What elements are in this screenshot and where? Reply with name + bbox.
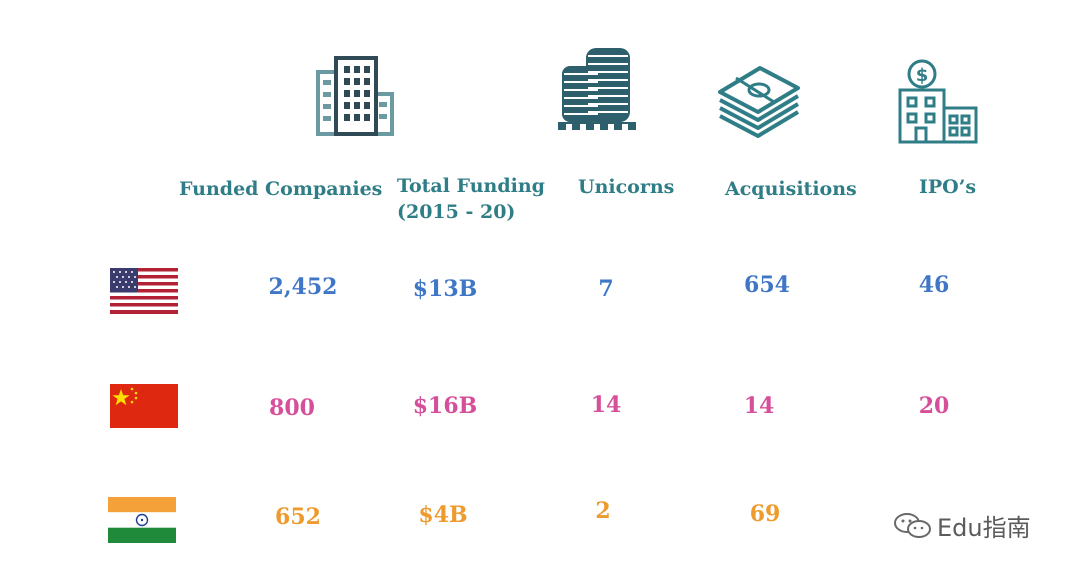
money-stack-icon <box>718 66 800 138</box>
cn-ipos: 20 <box>918 393 950 419</box>
cn-funded-companies: 800 <box>269 395 315 421</box>
us-funded-companies: 2,452 <box>268 274 338 300</box>
india-flag-icon <box>108 497 176 543</box>
in-total-funding: $4B <box>418 502 468 528</box>
header-acquisitions: Acquisitions <box>725 178 857 200</box>
cn-total-funding: $16B <box>412 393 478 419</box>
chat-bubbles-icon <box>894 512 931 538</box>
twin-towers-icon <box>558 48 636 130</box>
in-acquisitions: 69 <box>749 501 781 527</box>
header-ipos: IPO’s <box>919 176 977 198</box>
watermark-text: Edu指南 <box>937 514 1031 542</box>
in-funded-companies: 652 <box>275 504 321 530</box>
svg-text:$: $ <box>916 65 929 86</box>
cn-unicorns: 14 <box>590 392 622 418</box>
in-unicorns: 2 <box>595 498 611 524</box>
header-total-funding: Total Funding (2015 - 20) <box>397 173 545 225</box>
china-flag-icon <box>110 384 178 428</box>
us-acquisitions: 654 <box>744 272 790 298</box>
us-total-funding: $13B <box>412 276 478 302</box>
cn-acquisitions: 14 <box>743 393 775 419</box>
bank-dollar-icon: $ <box>898 59 978 144</box>
us-ipos: 46 <box>918 272 950 298</box>
header-total-funding-line1: Total Funding <box>397 175 545 197</box>
us-flag-icon <box>110 268 178 314</box>
header-unicorns: Unicorns <box>578 176 675 198</box>
us-unicorns: 7 <box>598 276 614 302</box>
office-building-icon <box>316 56 394 136</box>
watermark: Edu指南 <box>893 508 1031 543</box>
header-funded-companies: Funded Companies <box>179 178 383 200</box>
header-total-funding-line2: (2015 - 20) <box>397 201 516 223</box>
